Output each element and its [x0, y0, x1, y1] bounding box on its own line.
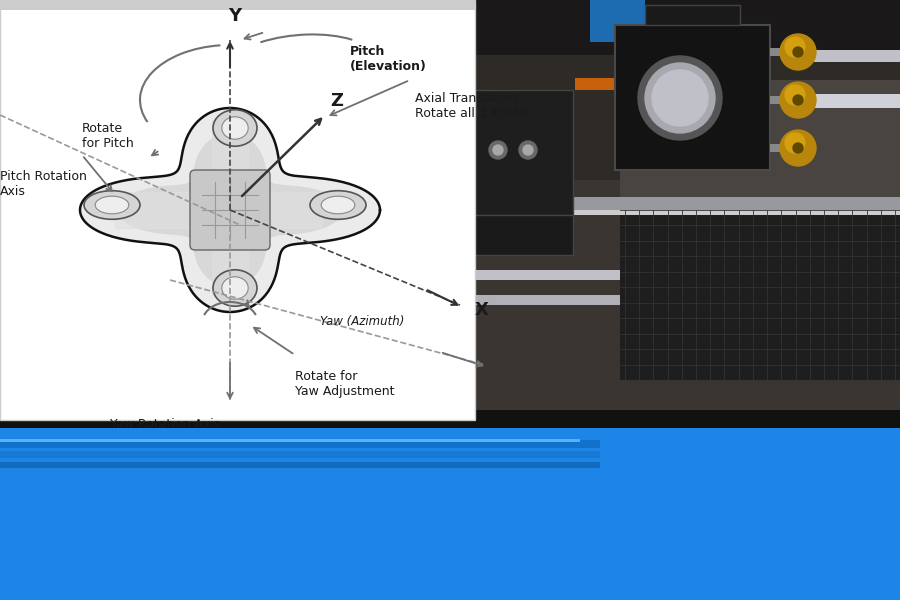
- Text: Pitch Rotation
Axis: Pitch Rotation Axis: [0, 170, 87, 198]
- Ellipse shape: [213, 270, 257, 306]
- Bar: [814, 50, 900, 62]
- Bar: [465, 295, 900, 305]
- Bar: [465, 0, 900, 60]
- Text: Z: Z: [330, 92, 343, 110]
- Circle shape: [645, 63, 715, 133]
- Bar: [465, 55, 900, 180]
- Circle shape: [780, 34, 816, 70]
- Bar: [465, 210, 900, 215]
- Bar: [468, 215, 573, 255]
- Ellipse shape: [213, 110, 257, 146]
- Bar: [620, 80, 900, 280]
- Text: Y: Y: [229, 7, 241, 25]
- Text: Rotate for
Yaw Adjustment: Rotate for Yaw Adjustment: [295, 370, 394, 398]
- Circle shape: [638, 56, 722, 140]
- Circle shape: [780, 82, 816, 118]
- Bar: [590, 0, 645, 42]
- Bar: [468, 90, 573, 220]
- Circle shape: [793, 95, 803, 105]
- Circle shape: [523, 145, 533, 155]
- Circle shape: [793, 47, 803, 57]
- Bar: [0, 0, 475, 10]
- Text: Rotate
for Pitch: Rotate for Pitch: [82, 122, 134, 150]
- Bar: [0, 451, 600, 458]
- Bar: [575, 78, 695, 90]
- Bar: [0, 462, 600, 468]
- Ellipse shape: [310, 191, 366, 219]
- Bar: [0, 0, 475, 420]
- Text: Pitch
(Elevation): Pitch (Elevation): [350, 45, 427, 73]
- Ellipse shape: [95, 196, 129, 214]
- Bar: [0, 415, 900, 600]
- Ellipse shape: [221, 277, 248, 299]
- Bar: [645, 5, 740, 25]
- Bar: [770, 144, 790, 152]
- Text: Axial Translation
Rotate all 3 Knobs: Axial Translation Rotate all 3 Knobs: [415, 92, 529, 120]
- Polygon shape: [118, 134, 343, 286]
- Bar: [465, 0, 900, 420]
- FancyBboxPatch shape: [190, 170, 270, 250]
- Circle shape: [652, 70, 708, 126]
- Polygon shape: [80, 108, 380, 312]
- Bar: [770, 96, 790, 104]
- Bar: [814, 94, 900, 108]
- Bar: [770, 48, 790, 56]
- Text: X: X: [475, 301, 489, 319]
- Circle shape: [690, 76, 706, 92]
- Bar: [465, 270, 900, 280]
- Bar: [465, 197, 900, 215]
- Circle shape: [489, 141, 507, 159]
- Circle shape: [793, 143, 803, 153]
- Bar: [0, 439, 580, 442]
- Bar: [0, 410, 900, 428]
- Ellipse shape: [84, 191, 140, 219]
- Bar: [620, 210, 900, 380]
- Ellipse shape: [321, 196, 355, 214]
- Circle shape: [780, 130, 816, 166]
- Text: Yaw (Azimuth): Yaw (Azimuth): [320, 315, 404, 328]
- Bar: [0, 440, 600, 448]
- Circle shape: [785, 37, 805, 57]
- Bar: [615, 25, 770, 170]
- Circle shape: [519, 141, 537, 159]
- Circle shape: [785, 133, 805, 153]
- Ellipse shape: [221, 117, 248, 139]
- Circle shape: [785, 85, 805, 105]
- Text: Yaw Rotation Axis: Yaw Rotation Axis: [110, 418, 220, 431]
- Circle shape: [493, 145, 503, 155]
